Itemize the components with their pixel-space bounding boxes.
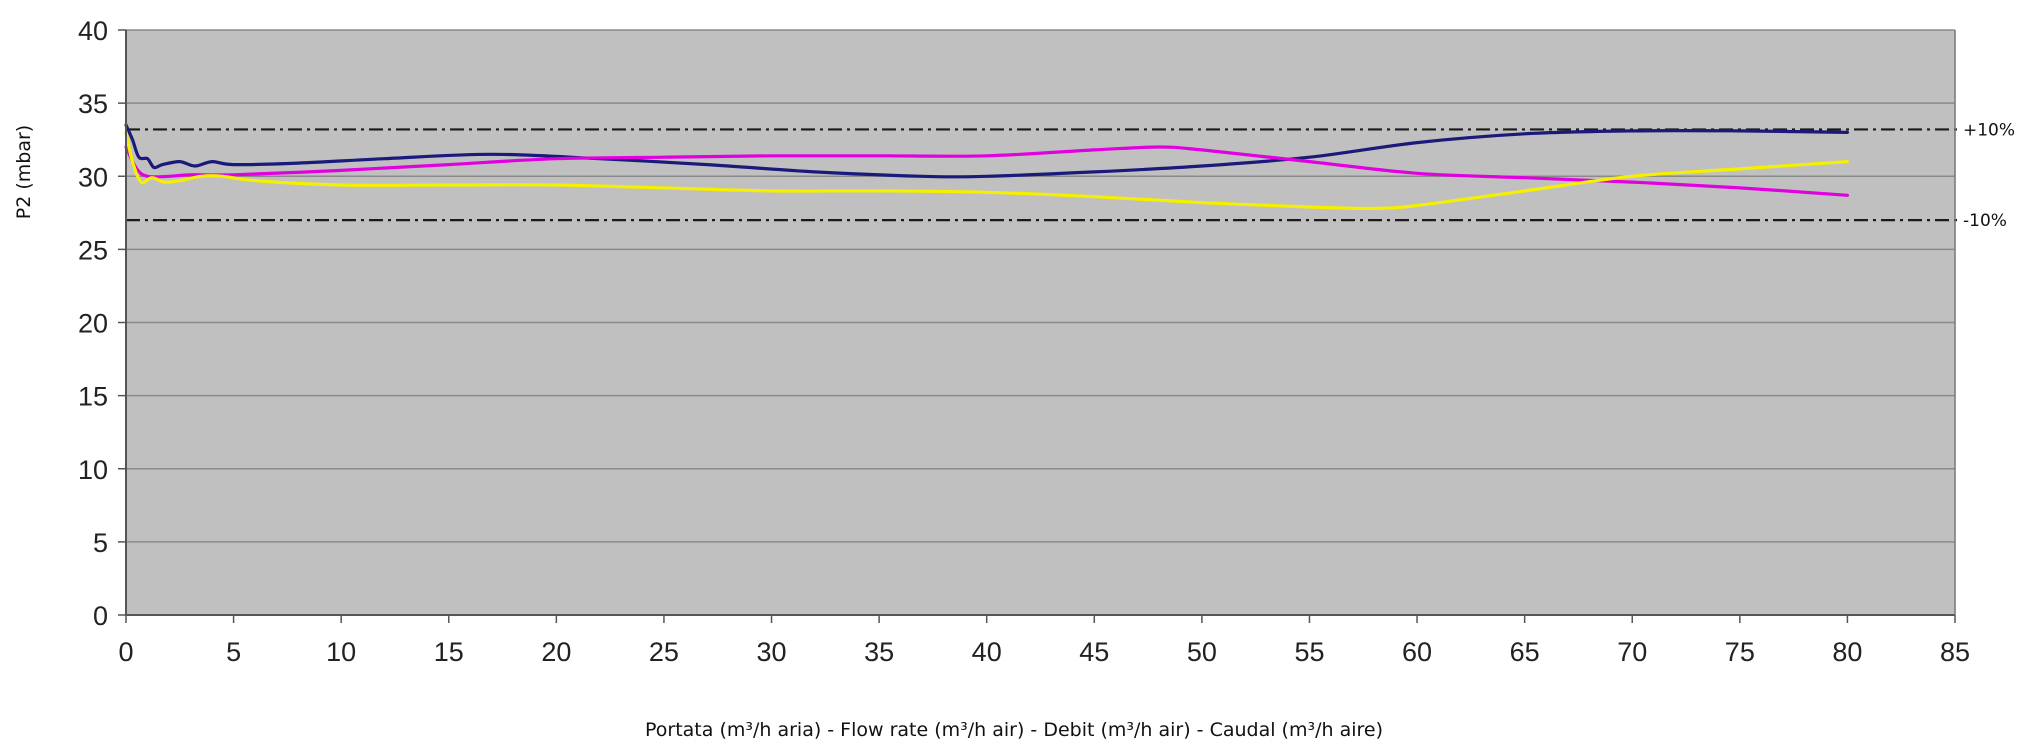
x-tick-label: 40 — [972, 637, 1002, 667]
x-tick-label: 20 — [541, 637, 571, 667]
x-tick-label: 50 — [1187, 637, 1217, 667]
x-tick-label: 35 — [864, 637, 894, 667]
reference-line-labels: +10% -10% — [1963, 120, 2015, 231]
x-tick-label: 5 — [226, 637, 241, 667]
x-tick-label: 10 — [326, 637, 356, 667]
y-tick-label: 10 — [78, 455, 108, 485]
x-tick-label: 65 — [1510, 637, 1540, 667]
y-tick-label: 25 — [78, 235, 108, 265]
y-tick-label: 15 — [78, 382, 108, 412]
reference-line-label: -10% — [1963, 211, 2007, 231]
y-tick-labels: 0 5 10 15 20 25 30 35 40 — [78, 16, 108, 631]
x-tick-label: 30 — [757, 637, 787, 667]
x-tick-labels: 0 5 10 15 20 25 30 35 40 45 50 55 60 65 70 75 80 85 — [118, 637, 1970, 667]
x-tick-label: 0 — [118, 637, 133, 667]
x-tick-label: 55 — [1294, 637, 1324, 667]
x-axis-title: Portata (m³/h aria) - Flow rate (m³/h ai… — [645, 719, 1383, 741]
y-tick-label: 40 — [78, 16, 108, 46]
y-tick-label: 35 — [78, 89, 108, 119]
y-tick-label: 0 — [93, 601, 108, 631]
series-line-3 — [124, 130, 1849, 211]
x-tick-label: 60 — [1402, 637, 1432, 667]
x-tick-label: 45 — [1079, 637, 1109, 667]
y-tick-label: 5 — [93, 528, 108, 558]
series-line-2 — [124, 145, 1849, 197]
x-tick-label: 15 — [434, 637, 464, 667]
axes — [118, 29, 1956, 623]
y-axis-title: P2 (mbar) — [13, 125, 35, 219]
series-lines — [124, 123, 1849, 211]
x-tick-label: 85 — [1940, 637, 1970, 667]
x-tick-label: 25 — [649, 637, 679, 667]
reference-lines — [126, 128, 1960, 222]
x-tick-label: 70 — [1617, 637, 1647, 667]
y-tick-label: 20 — [78, 309, 108, 339]
y-tick-label: 30 — [78, 162, 108, 192]
x-tick-label: 75 — [1725, 637, 1755, 667]
series-line-1 — [124, 123, 1849, 179]
grid-lines — [126, 29, 1955, 543]
reference-line-label: +10% — [1963, 120, 2015, 140]
x-tick-label: 80 — [1832, 637, 1862, 667]
